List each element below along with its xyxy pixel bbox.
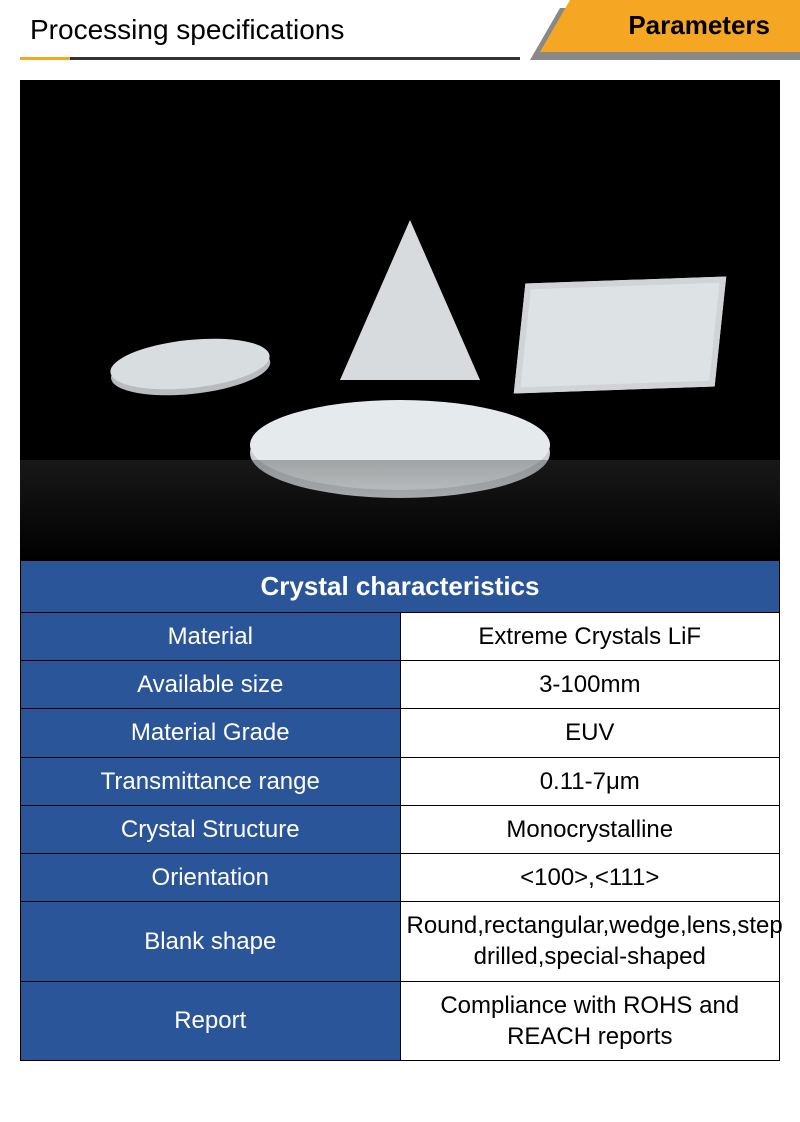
row-label: Blank shape [21, 902, 401, 981]
row-label: Report [21, 981, 401, 1060]
table-row: Transmittance range 0.11-7μm [21, 757, 780, 805]
table-row: Crystal Structure Monocrystalline [21, 805, 780, 853]
small-disc-shape [108, 332, 272, 396]
row-value: EUV [400, 709, 780, 757]
row-label: Available size [21, 661, 401, 709]
table-row: Material Extreme Crystals LiF [21, 613, 780, 661]
prism-shape [340, 220, 480, 380]
row-value: Compliance with ROHS and REACH reports [400, 981, 780, 1060]
table-row: Blank shape Round,rectangular,wedge,lens… [21, 902, 780, 981]
title-underline [20, 57, 520, 60]
title-underline-accent [20, 57, 70, 60]
row-value: 3-100mm [400, 661, 780, 709]
row-value: <100>,<111> [400, 853, 780, 901]
spec-table: Crystal characteristics Material Extreme… [20, 560, 780, 1061]
table-row: Available size 3-100mm [21, 661, 780, 709]
badge-text: Parameters [628, 10, 770, 41]
reflection-gradient [20, 460, 780, 560]
row-value: Monocrystalline [400, 805, 780, 853]
row-value: Extreme Crystals LiF [400, 613, 780, 661]
row-label: Orientation [21, 853, 401, 901]
table-row: Material Grade EUV [21, 709, 780, 757]
table-title: Crystal characteristics [21, 561, 780, 613]
row-label: Material [21, 613, 401, 661]
product-image [20, 80, 780, 560]
page-title: Processing specifications [30, 14, 344, 46]
rectangular-shape [514, 277, 726, 394]
row-label: Transmittance range [21, 757, 401, 805]
table-row: Report Compliance with ROHS and REACH re… [21, 981, 780, 1060]
row-value: Round,rectangular,wedge,lens,step drille… [400, 902, 780, 981]
table-row: Orientation <100>,<111> [21, 853, 780, 901]
page-header: Parameters Processing specifications [0, 0, 800, 60]
row-label: Material Grade [21, 709, 401, 757]
row-label: Crystal Structure [21, 805, 401, 853]
table-title-row: Crystal characteristics [21, 561, 780, 613]
row-value: 0.11-7μm [400, 757, 780, 805]
